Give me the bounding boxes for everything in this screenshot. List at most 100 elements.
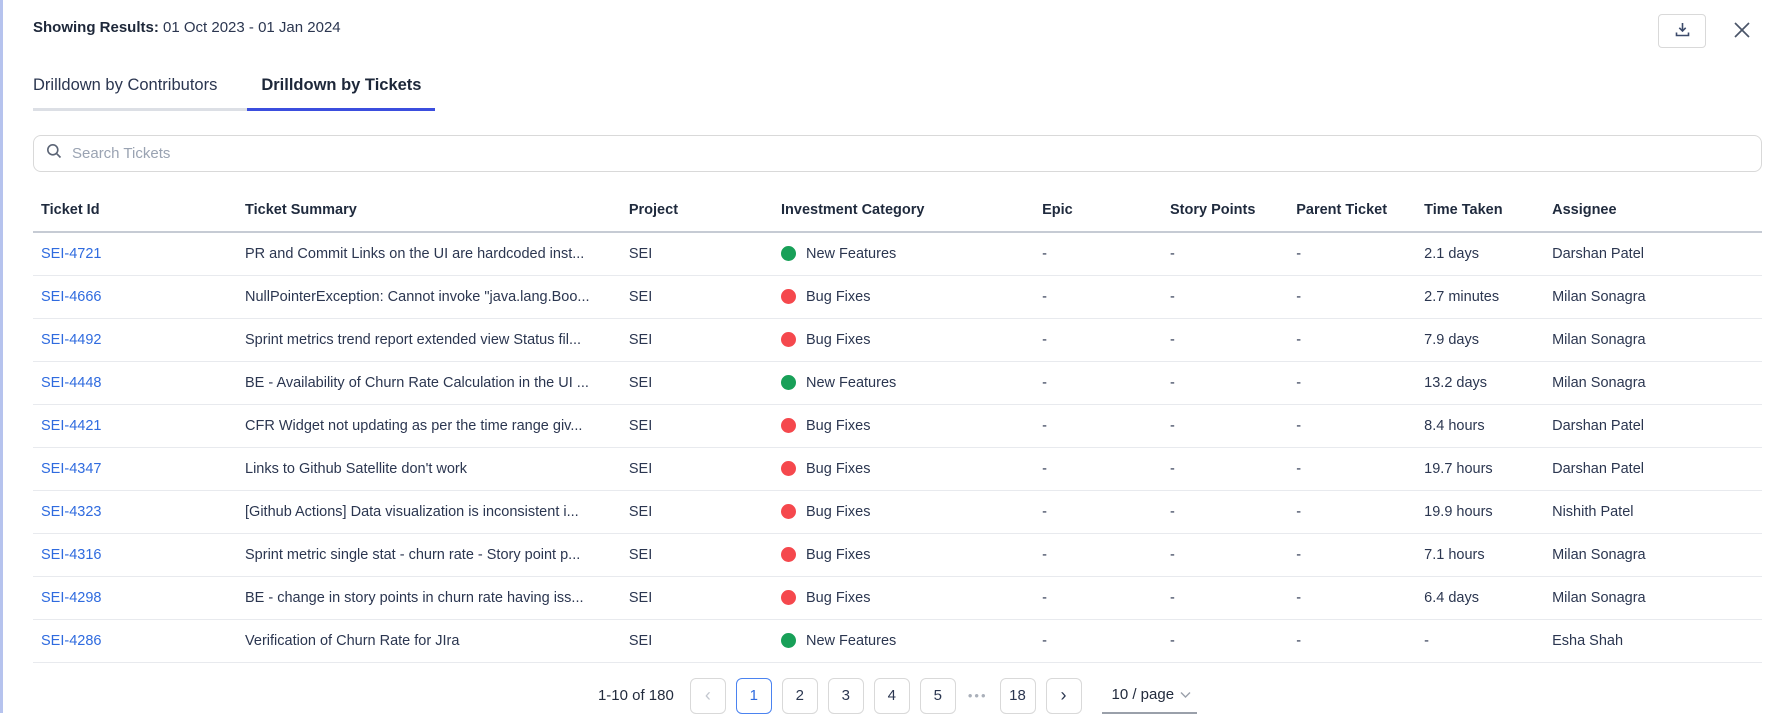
page-button-3[interactable]: 3 xyxy=(827,677,864,714)
assignee-cell: Darshan Patel xyxy=(1544,404,1762,448)
assignee-cell: Darshan Patel xyxy=(1544,447,1762,491)
epic-cell: - xyxy=(1034,447,1163,491)
time-taken-cell: 7.1 hours xyxy=(1416,533,1545,577)
category-dot-icon xyxy=(781,461,796,476)
page-size-label: 10 / page xyxy=(1111,685,1175,703)
assignee-cell: Milan Sonagra xyxy=(1544,318,1762,362)
page-size-select[interactable]: 10 / page xyxy=(1101,678,1198,714)
col-time-taken: Time Taken xyxy=(1416,190,1545,233)
page-button-18[interactable]: 18 xyxy=(999,677,1036,714)
pagination-range-text: 1-10 of 180 xyxy=(597,687,674,704)
category-dot-icon xyxy=(781,547,796,562)
tickets-table: Ticket Id Ticket Summary Project Investm… xyxy=(33,190,1762,663)
project-cell: SEI xyxy=(620,619,773,663)
ticket-id-link[interactable]: SEI-4448 xyxy=(41,374,102,391)
page-button-5[interactable]: 5 xyxy=(919,677,956,714)
story-points-cell: - xyxy=(1162,533,1289,577)
time-taken-cell: 13.2 days xyxy=(1416,361,1545,405)
close-icon xyxy=(1732,20,1752,43)
table-row: SEI-4298 BE - change in story points in … xyxy=(33,576,1762,620)
parent-ticket-cell: - xyxy=(1288,533,1417,577)
time-taken-cell: 19.9 hours xyxy=(1416,490,1545,534)
project-cell: SEI xyxy=(620,533,773,577)
story-points-cell: - xyxy=(1162,361,1289,405)
pagination-ellipsis[interactable]: ••• xyxy=(967,688,988,703)
category-dot-icon xyxy=(781,246,796,262)
page-button-2[interactable]: 2 xyxy=(781,677,818,714)
category-dot-icon xyxy=(781,633,796,648)
ticket-summary: Links to Github Satellite don't work xyxy=(237,447,621,491)
ticket-id-link[interactable]: SEI-4421 xyxy=(41,417,102,434)
parent-ticket-cell: - xyxy=(1288,361,1417,405)
parent-ticket-cell: - xyxy=(1288,232,1417,276)
ticket-summary: [Github Actions] Data visualization is i… xyxy=(237,490,621,534)
col-assignee: Assignee xyxy=(1544,190,1762,233)
tab-drilldown-by-contributors[interactable]: Drilldown by Contributors xyxy=(33,76,218,94)
time-taken-cell: 2.1 days xyxy=(1416,232,1545,276)
story-points-cell: - xyxy=(1162,447,1289,491)
ticket-id-link[interactable]: SEI-4721 xyxy=(41,245,102,262)
download-icon xyxy=(1674,21,1691,41)
showing-results-label: Showing Results: xyxy=(33,19,159,36)
search-input[interactable] xyxy=(72,145,1749,162)
project-cell: SEI xyxy=(620,232,773,276)
assignee-cell: Esha Shah xyxy=(1544,619,1762,663)
epic-cell: - xyxy=(1034,404,1163,448)
top-actions xyxy=(1658,14,1762,48)
col-ticket-summary: Ticket Summary xyxy=(237,190,621,233)
category-dot-icon xyxy=(781,590,796,605)
category-label: New Features xyxy=(806,245,897,262)
search-bar[interactable] xyxy=(33,135,1762,172)
ticket-id-link[interactable]: SEI-4316 xyxy=(41,546,102,563)
epic-cell: - xyxy=(1034,361,1163,405)
download-button[interactable] xyxy=(1658,14,1706,48)
next-page-button[interactable]: › xyxy=(1045,677,1082,714)
ticket-id-link[interactable]: SEI-4298 xyxy=(41,589,102,606)
page-button-1[interactable]: 1 xyxy=(735,677,772,714)
assignee-cell: Milan Sonagra xyxy=(1544,275,1762,319)
category-label: Bug Fixes xyxy=(806,589,871,606)
ticket-summary: NullPointerException: Cannot invoke "jav… xyxy=(237,275,621,319)
ticket-id-link[interactable]: SEI-4666 xyxy=(41,288,102,305)
story-points-cell: - xyxy=(1162,318,1289,362)
parent-ticket-cell: - xyxy=(1288,576,1417,620)
category-label: Bug Fixes xyxy=(806,331,871,348)
assignee-cell: Milan Sonagra xyxy=(1544,576,1762,620)
time-taken-cell: 2.7 minutes xyxy=(1416,275,1545,319)
ticket-summary: BE - change in story points in churn rat… xyxy=(237,576,621,620)
time-taken-cell: 8.4 hours xyxy=(1416,404,1545,448)
tab-drilldown-by-tickets[interactable]: Drilldown by Tickets xyxy=(247,76,436,111)
epic-cell: - xyxy=(1034,318,1163,362)
ticket-id-link[interactable]: SEI-4492 xyxy=(41,331,102,348)
category-label: New Features xyxy=(806,632,897,649)
prev-page-button[interactable]: ‹ xyxy=(689,677,726,714)
epic-cell: - xyxy=(1034,533,1163,577)
assignee-cell: Milan Sonagra xyxy=(1544,361,1762,405)
close-button[interactable] xyxy=(1728,17,1756,45)
table-row: SEI-4666 NullPointerException: Cannot in… xyxy=(33,275,1762,319)
ticket-id-link[interactable]: SEI-4347 xyxy=(41,460,102,477)
ticket-summary: Sprint metric single stat - churn rate -… xyxy=(237,533,621,577)
project-cell: SEI xyxy=(620,490,773,534)
project-cell: SEI xyxy=(620,576,773,620)
col-ticket-id: Ticket Id xyxy=(33,190,238,233)
parent-ticket-cell: - xyxy=(1288,490,1417,534)
page-button-4[interactable]: 4 xyxy=(873,677,910,714)
search-icon xyxy=(46,143,62,164)
ticket-id-link[interactable]: SEI-4323 xyxy=(41,503,102,520)
col-project: Project xyxy=(620,190,773,233)
parent-ticket-cell: - xyxy=(1288,447,1417,491)
drilldown-panel: Showing Results: 01 Oct 2023 - 01 Jan 20… xyxy=(3,0,1792,714)
project-cell: SEI xyxy=(620,361,773,405)
assignee-cell: Milan Sonagra xyxy=(1544,533,1762,577)
category-label: Bug Fixes xyxy=(806,503,871,520)
table-header-row: Ticket Id Ticket Summary Project Investm… xyxy=(33,190,1762,233)
table-row: SEI-4492 Sprint metrics trend report ext… xyxy=(33,318,1762,362)
ticket-id-link[interactable]: SEI-4286 xyxy=(41,632,102,649)
time-taken-cell: - xyxy=(1416,619,1545,663)
pagination: 1-10 of 180 ‹ 1 2 3 4 5 ••• 18 › 10 / pa… xyxy=(33,677,1762,714)
col-parent-ticket: Parent Ticket xyxy=(1288,190,1417,233)
showing-results-text: Showing Results: 01 Oct 2023 - 01 Jan 20… xyxy=(33,14,341,36)
category-label: Bug Fixes xyxy=(806,460,871,477)
drilldown-tabs: Drilldown by Contributors Drilldown by T… xyxy=(33,76,436,111)
